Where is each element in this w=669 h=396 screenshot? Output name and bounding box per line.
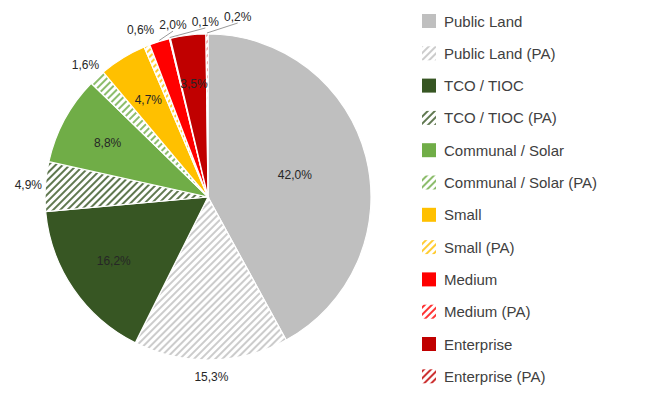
- slices: [45, 34, 371, 360]
- legend-label: Communal / Solar: [444, 142, 564, 159]
- legend-label: Medium (PA): [444, 303, 530, 320]
- legend-label: Public Land: [444, 13, 522, 30]
- data-label: 4,7%: [135, 93, 163, 107]
- legend-label: TCO / TIOC: [444, 77, 524, 94]
- legend-swatch: [422, 369, 436, 383]
- leader-line: [159, 31, 173, 40]
- legend-swatch: [422, 176, 436, 190]
- data-label: 16,2%: [97, 254, 131, 268]
- leader-line: [207, 23, 238, 33]
- legend-swatch: [422, 46, 436, 60]
- legend-swatch: [422, 240, 436, 254]
- data-label: 0,2%: [224, 10, 252, 24]
- legend-label: Communal / Solar (PA): [444, 174, 597, 191]
- legend-label: Medium: [444, 271, 497, 288]
- legend-swatch: [422, 272, 436, 286]
- data-label: 0,6%: [127, 23, 155, 37]
- data-labels: 42,0% 15,3% 16,2% 4,9% 8,8% 1,6% 4,7% 0,6% 2,0% 0…: [15, 10, 313, 384]
- data-label: 2,0%: [159, 18, 187, 32]
- pie-slice: [46, 197, 208, 343]
- data-label: 42,0%: [278, 168, 312, 182]
- data-label: 3,5%: [180, 77, 208, 91]
- data-label: 15,3%: [194, 370, 228, 384]
- data-label: 1,6%: [72, 58, 100, 72]
- legend-swatch: [422, 14, 436, 28]
- leader-line: [170, 28, 206, 38]
- pie-slice: [170, 34, 208, 197]
- legend-label: Small (PA): [444, 239, 515, 256]
- data-label: 8,8%: [94, 136, 122, 150]
- legend-swatch: [422, 79, 436, 93]
- legend-swatch: [422, 208, 436, 222]
- legend-label: Public Land (PA): [444, 45, 555, 62]
- data-label: 4,9%: [15, 178, 43, 192]
- legend-label: Enterprise (PA): [444, 368, 545, 385]
- pie-slice: [206, 34, 208, 197]
- legend-swatch: [422, 305, 436, 319]
- legend-label: Enterprise: [444, 336, 512, 353]
- data-label: 0,1%: [192, 15, 220, 29]
- legend-label: Small: [444, 206, 482, 223]
- legend-swatch: [422, 143, 436, 157]
- legend: Public Land Public Land (PA) TCO / TIOC TCO…: [422, 13, 597, 385]
- chart: 42,0% 15,3% 16,2% 4,9% 8,8% 1,6% 4,7% 0,6% 2,0% 0…: [0, 0, 669, 396]
- legend-swatch: [422, 111, 436, 125]
- legend-label: TCO / TIOC (PA): [444, 109, 557, 126]
- legend-swatch: [422, 337, 436, 351]
